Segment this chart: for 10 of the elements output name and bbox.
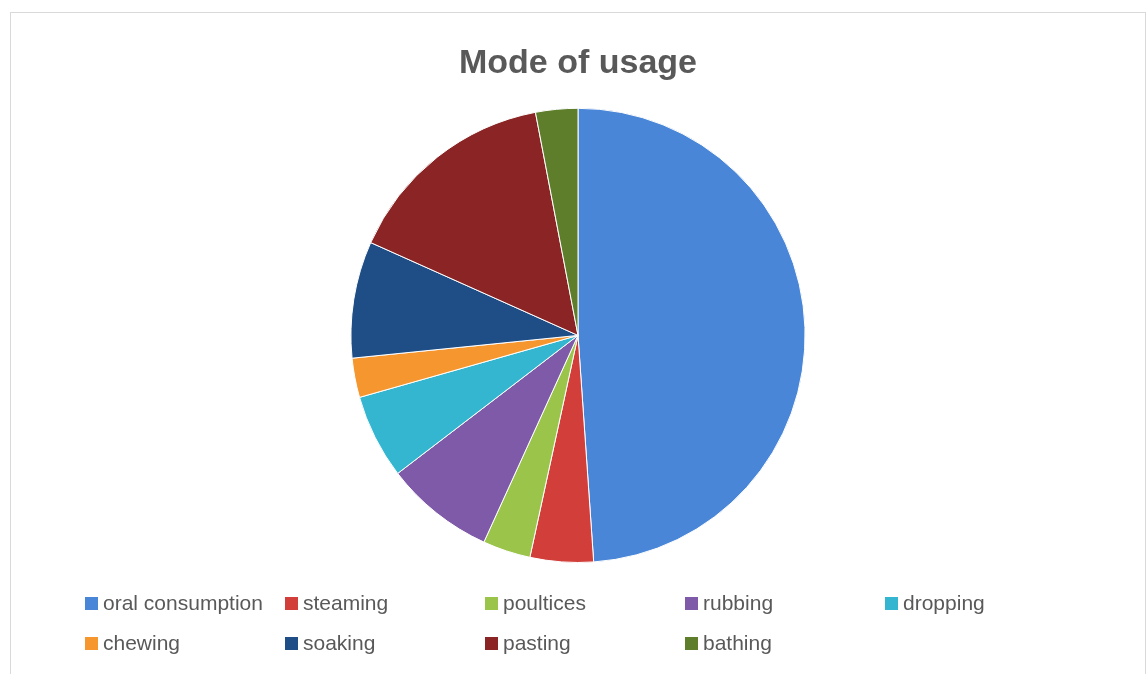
legend-label: steaming xyxy=(302,591,390,615)
legend-label: pasting xyxy=(502,631,572,655)
legend-label: poultices xyxy=(502,591,587,615)
legend-label: chewing xyxy=(102,631,182,655)
legend-label: bathing xyxy=(702,631,773,655)
legend-label: rubbing xyxy=(702,591,775,615)
chart-title: Mode of usage xyxy=(458,41,698,80)
legend-label: oral consumption xyxy=(102,591,264,615)
legend-label: soaking xyxy=(302,631,377,655)
legend-label: dropping xyxy=(902,591,986,615)
